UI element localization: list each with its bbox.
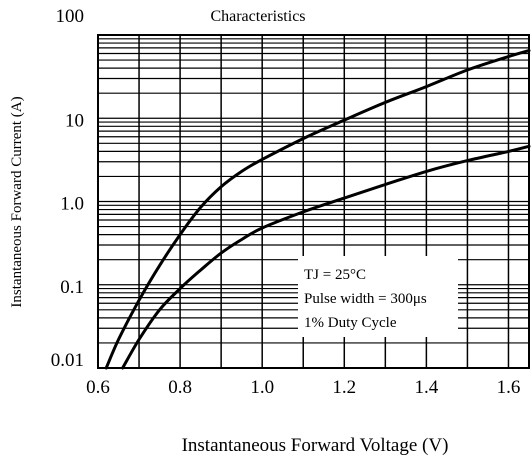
y-tick-labels: 0.01 0.1 1.0 10 100	[51, 6, 84, 371]
annotation-pulse-width: Pulse width = 300μs	[304, 291, 427, 307]
y-tick-label: 10	[65, 110, 84, 131]
x-tick-label: 1.0	[250, 377, 274, 398]
y-tick-label: 0.01	[51, 350, 84, 371]
annotation-duty-cycle: 1% Duty Cycle	[304, 315, 397, 331]
annotation-background	[298, 256, 458, 337]
y-tick-label: 100	[56, 6, 85, 27]
x-tick-label: 1.2	[332, 377, 356, 398]
x-tick-labels: 0.6 0.8 1.0 1.2 1.4 1.6	[86, 377, 520, 398]
x-tick-label: 1.6	[497, 377, 521, 398]
annotation-box: TJ = 25°C Pulse width = 300μs 1% Duty Cy…	[298, 256, 458, 337]
x-tick-label: 0.6	[86, 377, 110, 398]
series-1-curve	[104, 49, 531, 370]
y-axis-label: Instantaneous Forward Current (A)	[9, 96, 25, 307]
chart-title: Characteristics	[210, 8, 305, 25]
y-tick-label: 1.0	[60, 194, 84, 215]
plot-frame	[97, 34, 530, 369]
x-tick-label: 0.8	[168, 377, 192, 398]
series-2-curve	[121, 144, 531, 370]
curves	[104, 49, 531, 370]
annotation-temperature: TJ = 25°C	[304, 267, 366, 283]
x-tick-label: 1.4	[415, 377, 439, 398]
x-axis-label: Instantaneous Forward Voltage (V)	[182, 435, 449, 456]
y-tick-label: 0.1	[60, 277, 84, 298]
